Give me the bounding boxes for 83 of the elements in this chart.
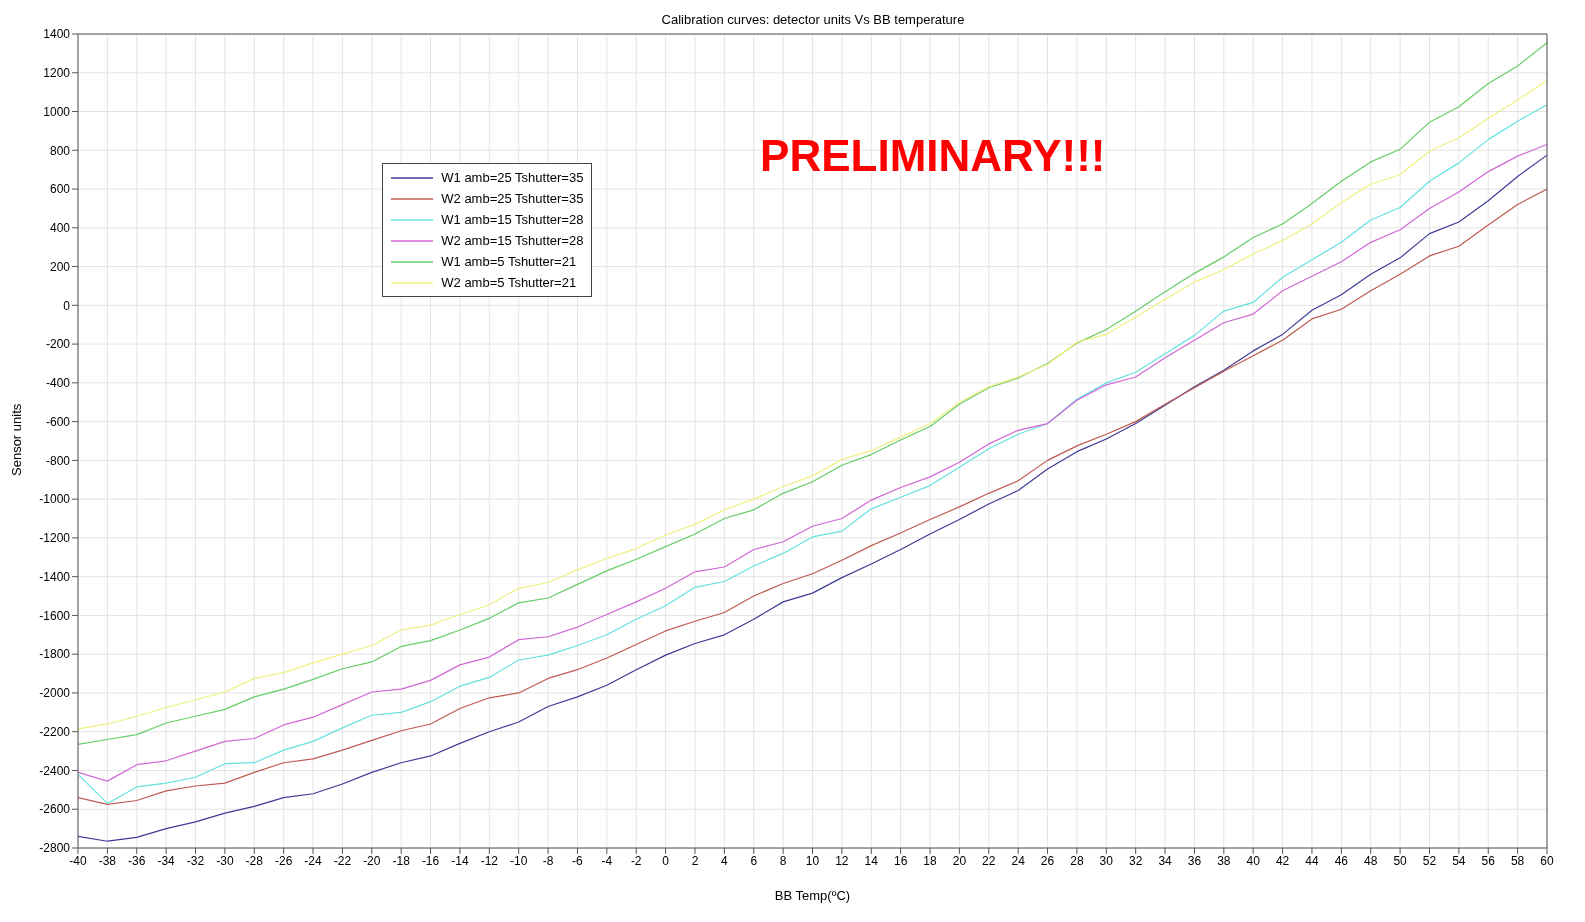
- x-tick-label: 32: [1129, 853, 1143, 868]
- x-tick-label: -4: [601, 853, 613, 868]
- x-tick-label: -18: [392, 853, 411, 868]
- x-tick-label: 24: [1011, 853, 1026, 868]
- x-tick-label: 22: [982, 853, 996, 868]
- x-tick-label: 52: [1422, 853, 1437, 868]
- y-axis-title: Sensor units: [8, 403, 24, 476]
- y-tick-label: 0: [63, 298, 71, 313]
- x-tick-label: 10: [805, 853, 820, 868]
- x-tick-label: 30: [1099, 853, 1114, 868]
- x-tick-label: 14: [864, 853, 879, 868]
- x-tick-label: 58: [1510, 853, 1525, 868]
- x-tick-label: 2: [691, 853, 699, 868]
- x-tick-label: -26: [274, 853, 293, 868]
- x-tick-label: 20: [952, 853, 967, 868]
- y-tick-label: -800: [45, 453, 71, 468]
- y-tick-label: -2400: [39, 763, 71, 778]
- x-tick-label: -32: [186, 853, 205, 868]
- x-tick-label: -28: [245, 853, 264, 868]
- y-tick-label: -2600: [39, 802, 71, 817]
- x-tick-label: 36: [1187, 853, 1202, 868]
- x-tick-label: 12: [835, 853, 849, 868]
- x-tick-label: 44: [1305, 853, 1319, 868]
- x-tick-label: 54: [1452, 853, 1466, 868]
- y-tick-label: -200: [45, 337, 71, 352]
- x-tick-label: 34: [1158, 853, 1173, 868]
- y-tick-label: -1000: [39, 492, 71, 507]
- y-tick-label: 1000: [43, 104, 71, 119]
- y-tick-label: -2000: [39, 686, 71, 701]
- x-tick-label: 48: [1364, 853, 1378, 868]
- x-tick-label: 0: [662, 853, 670, 868]
- y-tick-label: -1400: [39, 569, 71, 584]
- legend-label: W1 amb=15 Tshutter=28: [441, 211, 584, 230]
- x-axis-title: BB Temp(ºC): [774, 888, 851, 903]
- x-tick-label: -36: [128, 853, 146, 868]
- y-tick-label: -600: [45, 414, 71, 429]
- y-tick-label: 600: [49, 182, 71, 197]
- x-tick-label: -8: [542, 853, 554, 868]
- y-tick-label: -1600: [39, 608, 71, 623]
- x-tick-label: -22: [333, 853, 352, 868]
- y-tick-label: -2200: [39, 724, 71, 739]
- x-tick-label: -2: [630, 853, 642, 868]
- x-tick-label: -10: [510, 853, 528, 868]
- y-tick-label: -1200: [39, 531, 71, 546]
- y-tick-label: 1200: [43, 66, 71, 81]
- legend-label: W2 amb=25 Tshutter=35: [441, 190, 584, 209]
- y-tick-label: -1800: [39, 647, 71, 662]
- legend-label: W1 amb=5 Tshutter=21: [441, 253, 577, 272]
- legend-label: W1 amb=25 Tshutter=35: [441, 169, 584, 188]
- x-tick-label: 28: [1070, 853, 1084, 868]
- x-tick-label: 42: [1275, 853, 1290, 868]
- x-tick-label: 46: [1334, 853, 1349, 868]
- y-tick-label: -400: [45, 376, 71, 391]
- x-tick-label: 26: [1040, 853, 1055, 868]
- x-tick-label: -34: [157, 853, 176, 868]
- y-tick-label: 800: [49, 143, 71, 158]
- x-tick-label: -20: [363, 853, 381, 868]
- x-tick-label: -30: [216, 853, 234, 868]
- y-tick-label: 200: [49, 259, 71, 274]
- x-tick-label: 40: [1246, 853, 1261, 868]
- x-tick-label: -16: [421, 853, 440, 868]
- legend-label: W2 amb=15 Tshutter=28: [441, 232, 584, 251]
- y-tick-label: 1400: [43, 27, 71, 42]
- x-tick-label: -12: [480, 853, 499, 868]
- x-tick-label: -6: [572, 853, 584, 868]
- x-tick-label: -38: [98, 853, 117, 868]
- x-tick-label: 56: [1481, 853, 1496, 868]
- x-tick-label: -14: [451, 853, 469, 868]
- x-tick-label: 16: [893, 853, 908, 868]
- legend-label: W2 amb=5 Tshutter=21: [441, 274, 577, 293]
- x-tick-label: 4: [721, 853, 729, 868]
- annotation: PRELIMINARY!!!: [760, 130, 1106, 181]
- x-tick-label: 38: [1217, 853, 1231, 868]
- x-tick-label: 50: [1393, 853, 1408, 868]
- x-tick-label: 6: [750, 853, 758, 868]
- x-tick-label: -40: [69, 853, 87, 868]
- x-tick-label: 60: [1540, 853, 1554, 868]
- y-tick-label: 400: [49, 221, 71, 236]
- x-tick-label: 18: [923, 853, 938, 868]
- y-tick-label: -2800: [39, 841, 71, 856]
- x-tick-label: 8: [779, 853, 787, 868]
- x-tick-label: -24: [304, 853, 323, 868]
- chart-title: Calibration curves: detector units Vs BB temperature: [660, 12, 966, 27]
